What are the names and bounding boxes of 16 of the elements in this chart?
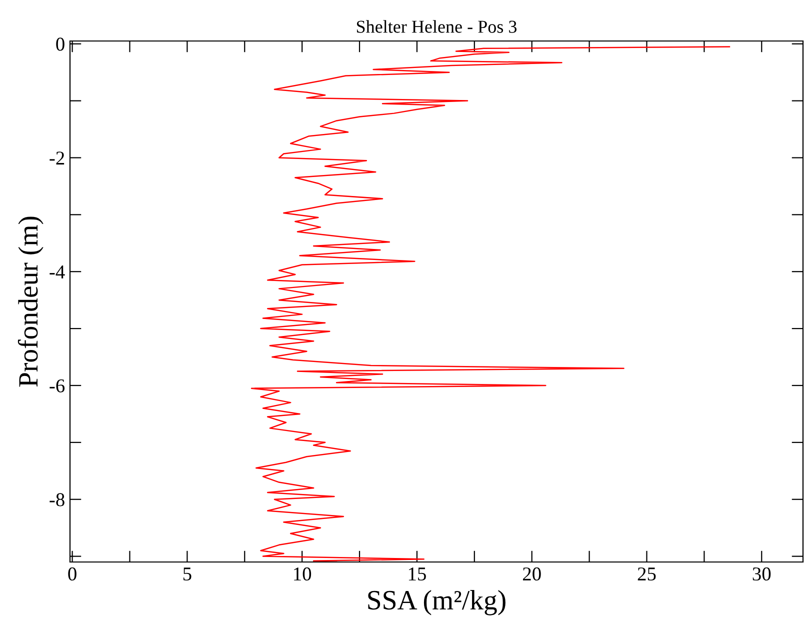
y-tick-label: -8 — [50, 493, 64, 506]
chart-title: Shelter Helene - Pos 3 — [356, 20, 517, 33]
x-tick-label: 10 — [294, 567, 312, 581]
x-tick-label: 15 — [408, 568, 426, 581]
y-tick-label: -6 — [50, 379, 65, 392]
y-tick-label: -4 — [50, 266, 65, 278]
x-axis-title: SSA (m²/kg) — [368, 590, 506, 616]
x-tick-label: 5 — [183, 568, 192, 581]
x-tick-label: 30 — [752, 567, 771, 581]
y-axis-title: Profondeur (m) — [18, 216, 44, 387]
line-series — [250, 46, 730, 562]
y-tick-label: 0 — [56, 38, 64, 51]
x-tick-label: 20 — [522, 567, 541, 581]
x-tick-label: 25 — [638, 567, 656, 581]
x-tick-label: 0 — [68, 567, 76, 581]
y-tick-label: -2 — [50, 152, 64, 164]
